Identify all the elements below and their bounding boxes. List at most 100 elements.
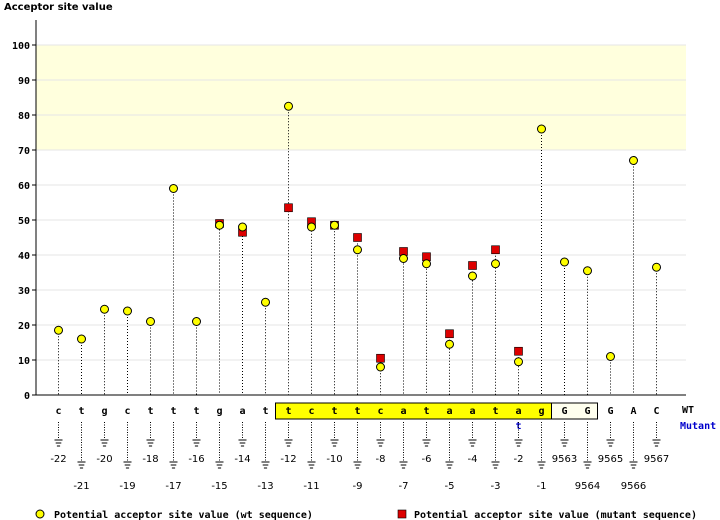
- wt-point: [468, 271, 477, 281]
- wt-base: t: [285, 406, 291, 417]
- position-label: 9566: [621, 481, 646, 492]
- position-label: -14: [234, 454, 250, 465]
- position-label: -10: [326, 454, 342, 465]
- wt-row-label: WT: [682, 405, 694, 416]
- wt-base: t: [147, 406, 153, 417]
- wt-point: [514, 357, 523, 367]
- wt-base: g: [101, 406, 107, 417]
- legend-wt-marker: [35, 509, 45, 519]
- position-label: -7: [399, 481, 409, 492]
- wt-point: [445, 339, 454, 349]
- legend: Potential acceptor site value (wt sequen…: [35, 509, 697, 520]
- position-label: -4: [468, 454, 478, 465]
- wt-base: t: [193, 406, 199, 417]
- legend-wt-label: Potential acceptor site value (wt sequen…: [54, 509, 313, 520]
- wt-base: g: [538, 406, 544, 417]
- y-tick-label: 30: [18, 286, 30, 297]
- mutant-point: [491, 245, 500, 255]
- wt-base: t: [78, 406, 84, 417]
- position-label: -21: [73, 481, 89, 492]
- y-tick-label: 80: [18, 111, 30, 122]
- y-tick-label: 70: [18, 146, 30, 157]
- exon-box: [551, 402, 598, 420]
- mutant-row-label: Mutant: [680, 421, 716, 432]
- wt-point: [537, 124, 546, 134]
- position-label: -9: [353, 481, 363, 492]
- wt-base: C: [653, 406, 659, 417]
- position-label: -2: [514, 454, 524, 465]
- wt-point: [353, 245, 362, 255]
- wt-point: [491, 259, 500, 269]
- y-tick-label: 50: [18, 216, 30, 227]
- wt-base: c: [124, 406, 130, 417]
- wt-base: t: [262, 406, 268, 417]
- wt-base: t: [170, 406, 176, 417]
- legend-mutant-label: Potential acceptor site value (mutant se…: [414, 509, 697, 520]
- position-label: -8: [376, 454, 386, 465]
- position-label: -22: [50, 454, 66, 465]
- wt-base: G: [607, 406, 613, 417]
- y-tick-label: 10: [18, 356, 30, 367]
- wt-point: [629, 156, 638, 165]
- position-label: -17: [165, 481, 181, 492]
- wt-point: [215, 220, 224, 230]
- position-label: -18: [142, 454, 158, 465]
- mutant-point: [468, 261, 477, 270]
- wt-base: G: [584, 406, 590, 417]
- wt-point: [100, 304, 109, 314]
- mutant-point: [284, 203, 293, 213]
- y-tick-label: 90: [18, 76, 30, 87]
- wt-point: [376, 362, 385, 372]
- wt-point: [652, 262, 661, 272]
- legend-mutant-marker: [397, 509, 407, 519]
- chart-title: Acceptor site value: [4, 2, 113, 13]
- wt-base: g: [216, 406, 222, 417]
- wt-base: a: [469, 406, 475, 417]
- wt-base: c: [55, 406, 61, 417]
- wt-point: [330, 220, 339, 230]
- wt-point: [284, 101, 293, 111]
- position-label: -5: [445, 481, 455, 492]
- position-label: -6: [422, 454, 432, 465]
- wt-base: t: [423, 406, 429, 417]
- wt-point: [261, 297, 270, 307]
- position-label: -3: [491, 481, 501, 492]
- position-label: -12: [280, 454, 296, 465]
- y-axis: 0 10 20 30 40 50 60 70 80 90 100: [12, 20, 686, 402]
- wt-point: [422, 259, 431, 269]
- highlight-band: [36, 45, 686, 150]
- y-tick-label: 0: [24, 391, 30, 402]
- wt-base: t: [331, 406, 337, 417]
- mutant-point: [514, 346, 523, 356]
- position-label: -19: [119, 481, 135, 492]
- intron-box: [275, 402, 552, 420]
- wt-point: [169, 184, 178, 193]
- position-label: -11: [303, 481, 319, 492]
- wt-base: a: [400, 406, 406, 417]
- wt-base: a: [515, 406, 521, 417]
- position-label: -20: [96, 454, 112, 465]
- wt-base: t: [492, 406, 498, 417]
- mutant-base: t: [515, 421, 521, 432]
- sequence-boxes: [275, 402, 598, 420]
- position-label: -15: [211, 481, 227, 492]
- wt-point: [238, 222, 247, 232]
- mutant-point: [353, 233, 362, 242]
- markers: [54, 101, 661, 372]
- wt-base: G: [561, 406, 567, 417]
- wt-point: [146, 317, 155, 326]
- wt-point: [123, 306, 132, 316]
- wt-point: [560, 257, 569, 267]
- wt-point: [583, 266, 592, 276]
- wt-base: A: [630, 406, 636, 417]
- position-label: 9565: [598, 454, 623, 465]
- position-label: 9564: [575, 481, 600, 492]
- wt-point: [192, 317, 201, 326]
- mutant-point: [445, 329, 454, 339]
- y-tick-label: 100: [12, 41, 30, 52]
- y-tick-label: 40: [18, 251, 30, 262]
- wt-point: [399, 254, 408, 263]
- wt-base: t: [354, 406, 360, 417]
- position-label: -13: [257, 481, 273, 492]
